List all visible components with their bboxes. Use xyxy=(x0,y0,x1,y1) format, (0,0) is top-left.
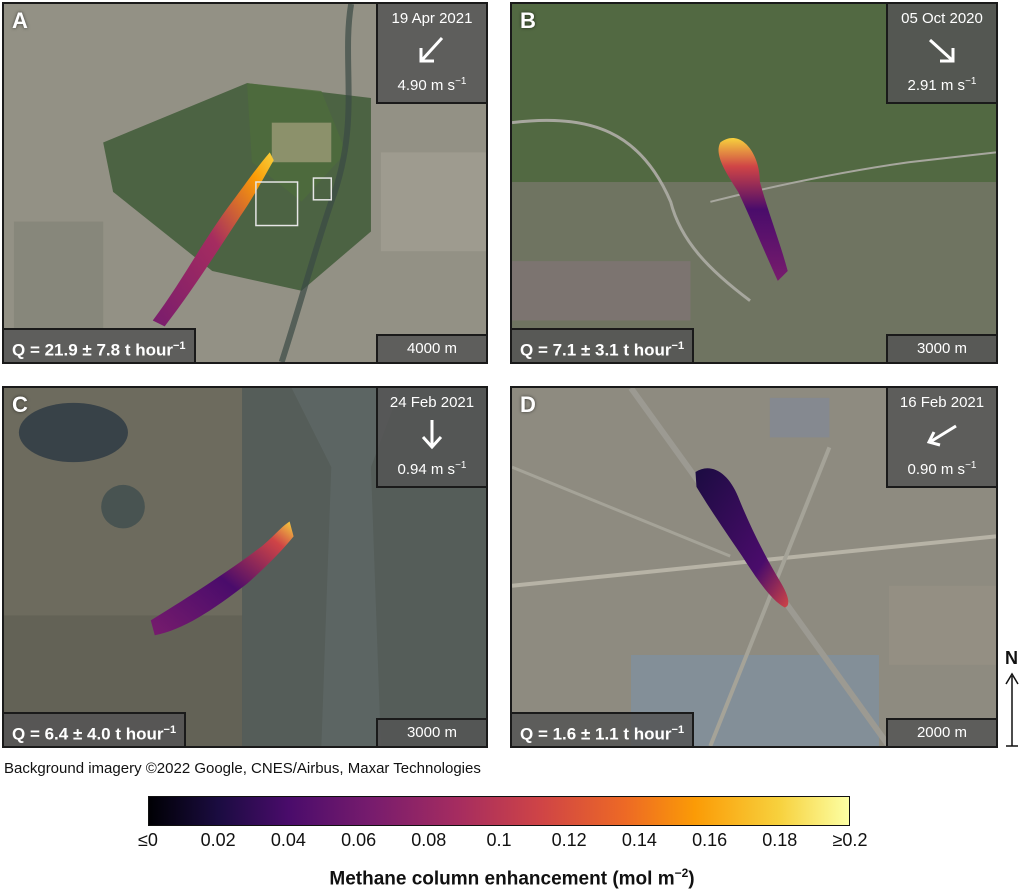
colorbar-tick-label: 0.08 xyxy=(411,830,447,850)
acquisition-date: 16 Feb 2021 xyxy=(899,394,985,411)
wind-info-box: 24 Feb 2021 0.94 m s−1 xyxy=(376,388,486,488)
emission-rate: Q = 1.6 ± 1.1 t hour−1 xyxy=(512,712,695,746)
colorbar-tick-label: 0.06 xyxy=(341,830,377,850)
wind-speed: 4.90 m s−1 xyxy=(397,76,467,94)
wind-arrow-icon xyxy=(421,420,443,450)
wind-info-box: 16 Feb 2021 0.90 m s−1 xyxy=(886,388,996,488)
panel-b: B 05 Oct 2020 2.91 m s−1 Q = 7.1 ± 3.1 t… xyxy=(510,2,998,364)
panel-letter: C xyxy=(12,392,28,417)
wind-arrow-icon xyxy=(419,36,444,63)
colorbar-tick-label: 0.1 xyxy=(486,830,512,850)
wind-arrow-icon xyxy=(926,424,957,447)
colorbar-title: Methane column enhancement (mol m−2) xyxy=(329,866,695,890)
colorbar-tick-label: 0.04 xyxy=(270,830,306,850)
scale-bar: 3000 m xyxy=(376,718,486,746)
emission-rate: Q = 6.4 ± 4.0 t hour−1 xyxy=(4,712,187,746)
north-arrow-icon xyxy=(1005,672,1019,747)
scale-bar: 2000 m xyxy=(886,718,996,746)
colorbar-tick-label: 0.14 xyxy=(621,830,657,850)
panel-d: D 16 Feb 2021 0.90 m s−1 Q = 1.6 ± 1.1 t… xyxy=(510,386,998,748)
colorbar-tick-label: 0.16 xyxy=(692,830,728,850)
wind-info-box: 05 Oct 2020 2.91 m s−1 xyxy=(886,4,996,104)
scale-bar: 4000 m xyxy=(376,334,486,362)
panel-c: C 24 Feb 2021 0.94 m s−1 Q = 6.4 ± 4.0 t… xyxy=(2,386,488,748)
colorbar-tick-label: 0.12 xyxy=(551,830,587,850)
emission-rate: Q = 7.1 ± 3.1 t hour−1 xyxy=(512,328,695,362)
panel-a: A 19 Apr 2021 4.90 m s−1 Q = 21.9 ± 7.8 … xyxy=(2,2,488,364)
colorbar-tick-label: ≥0.2 xyxy=(832,830,868,850)
satellite-image-c xyxy=(4,388,486,746)
wind-speed: 0.90 m s−1 xyxy=(907,460,977,478)
wind-arrow-icon xyxy=(928,38,955,63)
colorbar-tick-label: 0.18 xyxy=(762,830,798,850)
panel-letter: A xyxy=(12,8,28,33)
wind-speed: 2.91 m s−1 xyxy=(907,76,977,94)
colorbar-tick-label: 0.02 xyxy=(200,830,236,850)
acquisition-date: 05 Oct 2020 xyxy=(901,10,983,27)
wind-info-box: 19 Apr 2021 4.90 m s−1 xyxy=(376,4,486,104)
colorbar xyxy=(148,796,850,826)
panel-letter: B xyxy=(520,8,536,33)
colorbar-tick-label: ≤0 xyxy=(138,830,158,850)
acquisition-date: 19 Apr 2021 xyxy=(391,10,473,27)
wind-speed: 0.94 m s−1 xyxy=(397,460,467,478)
emission-rate: Q = 21.9 ± 7.8 t hour−1 xyxy=(4,328,196,362)
acquisition-date: 24 Feb 2021 xyxy=(389,394,475,411)
north-label: N xyxy=(1005,648,1018,668)
image-credit: Background imagery ©2022 Google, CNES/Ai… xyxy=(4,760,481,777)
panel-letter: D xyxy=(520,392,536,417)
scale-bar: 3000 m xyxy=(886,334,996,362)
